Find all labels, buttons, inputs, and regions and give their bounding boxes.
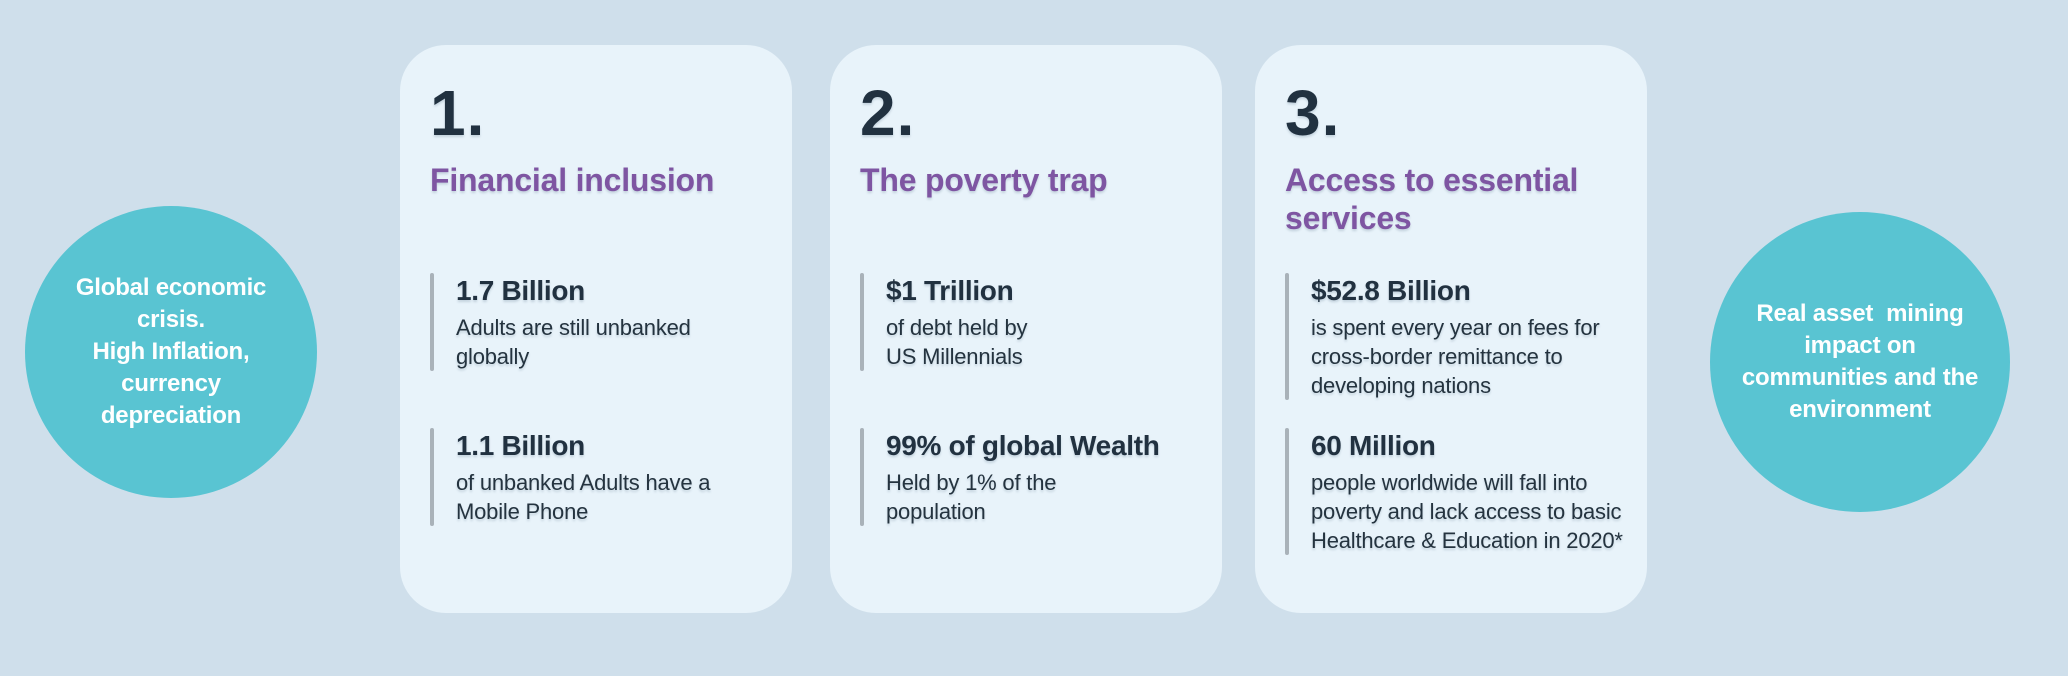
- stat-content: $52.8 Billion is spent every year on fee…: [1311, 273, 1600, 400]
- stat-content: 99% of global Wealth Held by 1% of the p…: [886, 428, 1160, 526]
- stat-value: 1.1 Billion: [456, 430, 585, 461]
- stat-accent-bar: [860, 273, 864, 372]
- card-stats: $1 Trillion of debt held by US Millennia…: [860, 273, 1206, 527]
- stat-item: 1.7 Billion Adults are still unbanked gl…: [430, 273, 776, 372]
- stat-item: $1 Trillion of debt held by US Millennia…: [860, 273, 1206, 372]
- stat-accent-bar: [1285, 273, 1289, 401]
- stat-content: 60 Million people worldwide will fall in…: [1311, 428, 1623, 555]
- card-title: Financial inclusion: [430, 162, 715, 198]
- stat-value: 1.7 Billion: [456, 275, 585, 306]
- card-stats: $52.8 Billion is spent every year on fee…: [1285, 273, 1631, 556]
- card-number: 2.: [860, 77, 916, 149]
- stat-description: Held by 1% of the population: [886, 470, 1057, 525]
- stat-slot: 1.7 Billion Adults are still unbanked gl…: [430, 273, 776, 428]
- stat-description: people worldwide will fall into poverty …: [1311, 470, 1623, 554]
- card-1-financial-inclusion: 1. Financial inclusion 1.7 Billion Adult…: [400, 45, 792, 613]
- stat-value: $1 Trillion: [886, 275, 1014, 306]
- card-number: 3.: [1285, 77, 1341, 149]
- right-circle-mining-impact: Real asset mining impact on communities …: [1710, 212, 2010, 512]
- stat-content: 1.7 Billion Adults are still unbanked gl…: [456, 273, 691, 371]
- stat-accent-bar: [430, 273, 434, 372]
- card-title: Access to essential services: [1285, 162, 1579, 237]
- card-3-essential-services: 3. Access to essential services $52.8 Bi…: [1255, 45, 1647, 613]
- stat-item: 99% of global Wealth Held by 1% of the p…: [860, 428, 1206, 527]
- stat-value: 60 Million: [1311, 430, 1436, 461]
- stat-item: 1.1 Billion of unbanked Adults have a Mo…: [430, 428, 776, 527]
- stat-item: 60 Million people worldwide will fall in…: [1285, 428, 1631, 556]
- stat-value: 99% of global Wealth: [886, 430, 1160, 461]
- stat-item: $52.8 Billion is spent every year on fee…: [1285, 273, 1631, 401]
- stat-slot: $1 Trillion of debt held by US Millennia…: [860, 273, 1206, 428]
- stat-description: Adults are still unbanked globally: [456, 315, 691, 370]
- card-number: 1.: [430, 77, 486, 149]
- stat-description: is spent every year on fees for cross-bo…: [1311, 315, 1600, 399]
- card-2-poverty-trap: 2. The poverty trap $1 Trillion of debt …: [830, 45, 1222, 613]
- stat-description: of debt held by US Millennials: [886, 315, 1028, 370]
- stat-value: $52.8 Billion: [1311, 275, 1471, 306]
- stat-description: of unbanked Adults have a Mobile Phone: [456, 470, 711, 525]
- left-circle-text: Global economic crisis. High Inflation, …: [75, 273, 267, 430]
- stat-accent-bar: [1285, 428, 1289, 556]
- stat-accent-bar: [860, 428, 864, 527]
- stat-content: $1 Trillion of debt held by US Millennia…: [886, 273, 1028, 371]
- card-stats: 1.7 Billion Adults are still unbanked gl…: [430, 273, 776, 527]
- left-circle-global-crisis: Global economic crisis. High Inflation, …: [25, 206, 317, 498]
- stat-accent-bar: [430, 428, 434, 527]
- right-circle-text: Real asset mining impact on communities …: [1741, 299, 1979, 424]
- stat-slot: $52.8 Billion is spent every year on fee…: [1285, 273, 1631, 428]
- card-title: The poverty trap: [860, 162, 1108, 198]
- stat-content: 1.1 Billion of unbanked Adults have a Mo…: [456, 428, 711, 526]
